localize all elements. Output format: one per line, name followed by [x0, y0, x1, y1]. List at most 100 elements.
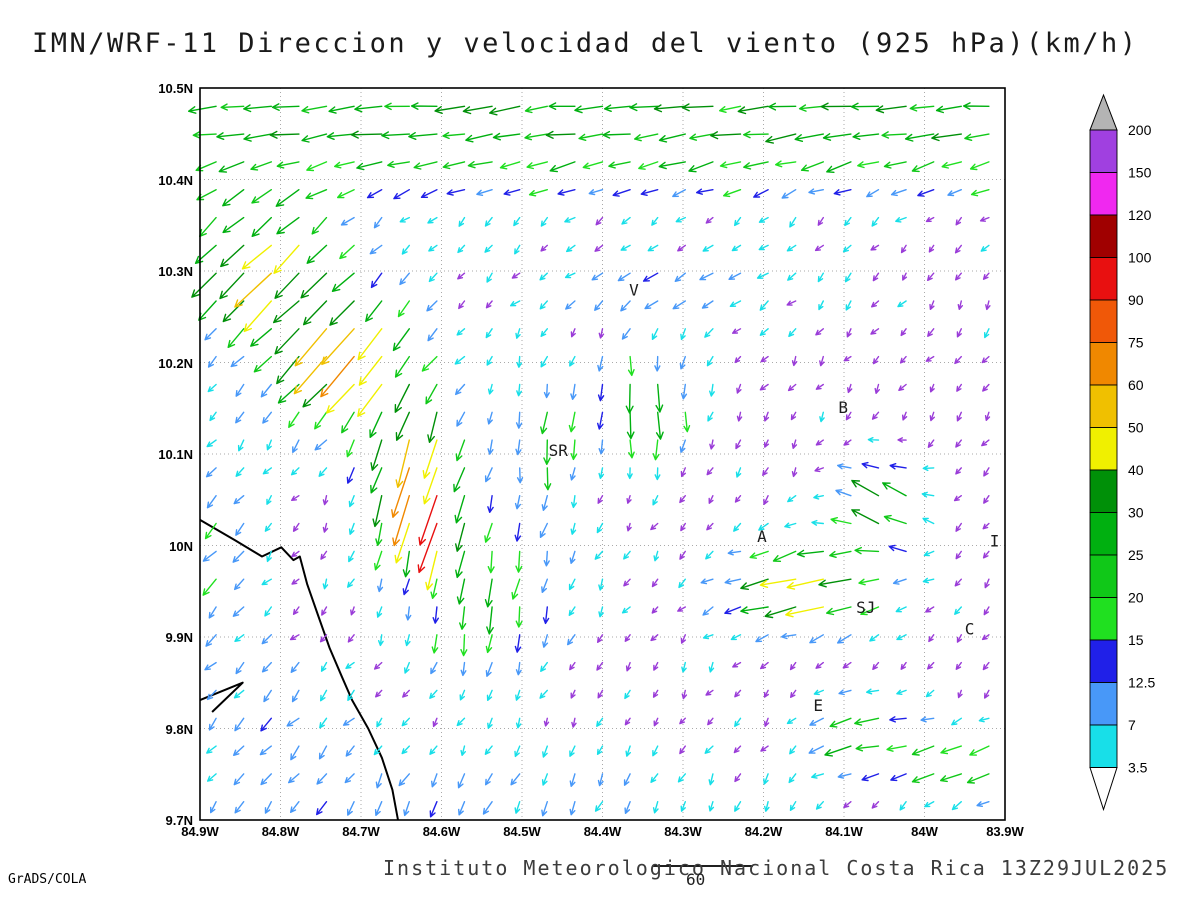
wind-arrow [854, 546, 880, 555]
wind-arrow [331, 272, 355, 292]
colorbar-segment [1089, 554, 1118, 598]
wind-arrow [510, 300, 521, 307]
wind-arrow [699, 272, 714, 281]
wind-arrow [732, 661, 742, 668]
wind-arrow [900, 328, 907, 337]
wind-arrow [855, 744, 880, 752]
wind-arrow [706, 355, 714, 367]
wind-arrow [790, 689, 797, 698]
wind-arrow [927, 272, 935, 281]
x-tick-label: 84.2W [744, 824, 783, 839]
wind-arrow [397, 300, 410, 318]
wind-arrow [220, 103, 245, 111]
wind-arrow [234, 801, 245, 814]
wind-arrow [210, 801, 217, 814]
wind-arrow [743, 130, 769, 139]
wind-arrow [322, 578, 329, 590]
wind-arrow [838, 689, 852, 696]
wind-arrow [300, 272, 328, 299]
wind-arrow [543, 439, 551, 465]
wind-arrow [653, 717, 659, 727]
wind-arrow [909, 104, 935, 112]
wind-arrow [476, 189, 493, 196]
wind-arrow [861, 461, 880, 469]
wind-arrow [603, 104, 631, 112]
wind-arrow [624, 801, 631, 814]
y-tick-label: 9.9N [165, 630, 193, 645]
wind-arrow [274, 328, 300, 355]
wind-arrow [347, 634, 355, 643]
wind-arrow [889, 463, 907, 470]
wind-arrow [700, 578, 714, 585]
wind-arrow [679, 550, 686, 560]
y-tick-label: 9.8N [165, 721, 193, 737]
wind-arrow [625, 383, 634, 414]
wind-arrow [772, 550, 797, 562]
wind-arrow [854, 717, 880, 726]
wind-arrow [624, 634, 631, 642]
wind-arrow [302, 383, 328, 408]
wind-arrow [982, 522, 990, 530]
wind-arrow [374, 661, 383, 670]
wind-arrow [366, 189, 383, 199]
wind-arrow [732, 328, 742, 334]
wind-arrow [733, 522, 742, 532]
wind-arrow [431, 634, 439, 654]
plot-title: IMN/WRF-11 Direccion y velocidad del vie… [32, 28, 1139, 59]
wind-arrow [626, 522, 632, 532]
wind-arrow [357, 383, 383, 417]
wind-arrow [677, 773, 686, 783]
colorbar-over-triangle [1089, 93, 1118, 131]
wind-arrow [514, 801, 521, 814]
wind-arrow [602, 130, 631, 139]
wind-arrow [392, 328, 410, 352]
wind-arrow [401, 717, 410, 727]
wind-arrow [642, 272, 659, 282]
wind-arrow [564, 272, 576, 279]
wind-arrow [222, 216, 245, 234]
wind-arrow [486, 272, 493, 283]
wind-arrow [896, 634, 907, 641]
colorbar-segment [1089, 469, 1118, 513]
wind-arrow [235, 522, 245, 536]
wind-arrow [872, 272, 880, 282]
wind-arrow [485, 634, 493, 654]
y-tick-label: 10N [169, 538, 193, 554]
wind-arrow [427, 328, 438, 342]
wind-arrow [422, 439, 438, 479]
wind-arrow [815, 328, 824, 336]
wind-arrow [928, 634, 935, 643]
wind-arrow [306, 161, 328, 172]
wind-arrow [594, 300, 604, 311]
wind-arrow [702, 606, 714, 616]
wind-arrow [485, 300, 493, 309]
wind-arrow [927, 661, 935, 670]
wind-arrow [655, 411, 664, 440]
wind-arrow [955, 439, 962, 448]
wind-arrow [273, 300, 300, 324]
wind-arrow [539, 522, 548, 538]
wind-arrow [428, 244, 438, 252]
wind-arrow [984, 578, 990, 589]
wind-arrow [274, 272, 300, 299]
wind-arrow [935, 105, 962, 114]
wind-arrow [621, 328, 631, 340]
wind-arrow [291, 495, 300, 501]
wind-arrow [542, 634, 549, 648]
wind-arrow [578, 133, 604, 141]
wind-arrow [852, 132, 880, 140]
wind-arrow [524, 133, 548, 141]
wind-arrow [598, 467, 605, 479]
wind-arrow [651, 216, 659, 226]
wind-arrow [815, 439, 824, 446]
wind-arrow [920, 716, 935, 723]
wind-arrow [813, 494, 824, 500]
wind-arrow [235, 383, 245, 397]
wind-arrow [233, 689, 245, 699]
wind-arrow [706, 467, 714, 476]
wind-arrow [314, 411, 328, 430]
y-tick-label: 10.3N [158, 264, 193, 279]
wind-arrow [484, 578, 493, 608]
wind-arrow [768, 102, 797, 111]
wind-arrow [289, 634, 300, 641]
